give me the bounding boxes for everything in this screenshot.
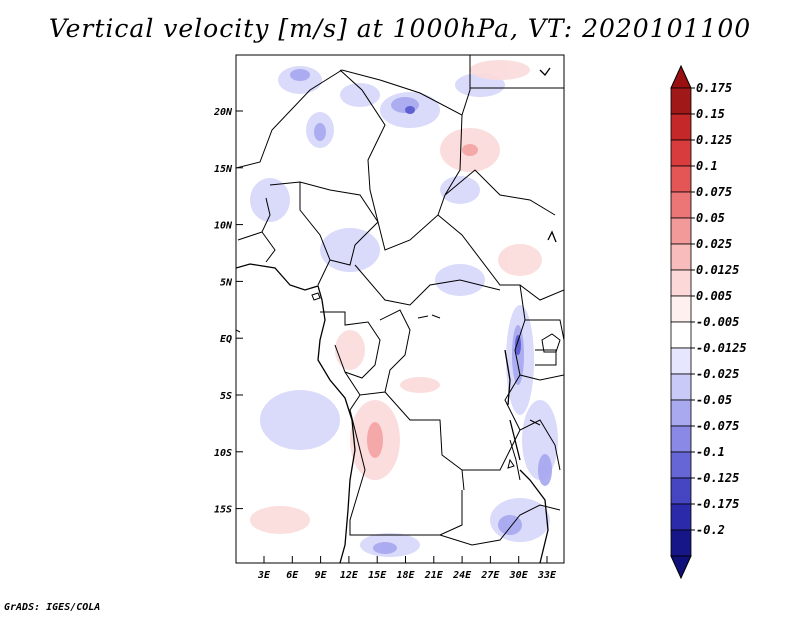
lat-tick-label: 15S [214,505,232,516]
colorbar-swatch [670,451,692,479]
colorbar-swatch [670,139,692,167]
lon-tick-label: 9E [315,570,328,581]
colorbar-label: 0.15 [696,107,725,121]
colorbar-swatch [670,503,692,531]
coastline [236,67,557,563]
colorbar-label: 0.005 [696,289,732,303]
colorbar-bottom-arrow [670,555,692,580]
colorbar-label: 0.025 [696,237,732,251]
colorbar-swatch [670,373,692,401]
colorbar-label: -0.025 [696,367,739,381]
colorbar-label: 0.05 [696,211,725,225]
colorbar-label: -0.075 [696,419,739,433]
latitude-axis: 20N 15N 10N 5N EQ 5S 10S 15S [213,107,243,516]
colorbar-label: 0.075 [696,185,732,199]
lon-tick-label: 21E [424,570,444,581]
grads-credit: GrADS: IGES/COLA [4,602,101,613]
colorbar-label: 0.0125 [696,263,739,277]
lon-tick-label: 33E [537,570,557,581]
colorbar-swatch [670,529,692,557]
velocity-field [236,55,564,563]
colorbar-swatch [670,113,692,141]
colorbar-swatch [670,477,692,505]
lon-tick-label: 15E [368,570,387,581]
colorbar-top-arrow [670,64,692,89]
lat-tick-label: 5N [220,277,233,288]
colorbar-swatch [670,399,692,427]
colorbar: 0.175 0.15 0.125 0.1 0.075 0.05 0.025 0.0125 0.0… [670,64,747,580]
lat-tick-label: EQ [220,334,232,345]
chart-title: Vertical velocity [m/s] at 1000hPa, VT: … [48,14,752,43]
map-frame [235,54,565,564]
colorbar-label: -0.005 [696,315,739,329]
colorbar-label: 0.175 [696,81,732,95]
lon-tick-label: 3E [257,570,271,581]
lon-tick-label: 24E [452,570,472,581]
colorbar-swatch [670,269,692,297]
lat-tick-label: 5S [220,391,232,402]
colorbar-label: 0.1 [696,159,718,173]
lon-tick-label: 27E [480,570,500,581]
colorbar-swatch [670,165,692,193]
lon-tick-label: 18E [396,570,415,581]
lakes [311,292,561,481]
colorbar-swatch [670,321,692,349]
colorbar-swatch [670,295,692,323]
colorbar-label: 0.125 [696,133,732,147]
colorbar-swatch [670,191,692,219]
longitude-axis: 3E 6E 9E 12E 15E 18E 21E 24E 27E 30E 33E [257,556,557,581]
lon-tick-label: 12E [340,570,359,581]
colorbar-label: -0.0125 [696,341,747,355]
colorbar-swatch [670,425,692,453]
colorbar-swatch [670,243,692,271]
colorbar-swatch [670,87,692,115]
colorbar-label: -0.05 [696,393,732,407]
lon-tick-label: 30E [509,570,529,581]
lat-tick-label: 15N [214,164,233,175]
colorbar-label: -0.175 [696,497,739,511]
lon-tick-label: 6E [286,570,299,581]
lat-tick-label: 10N [214,221,233,232]
lat-tick-label: 20N [213,107,233,118]
colorbar-swatch [670,217,692,245]
colorbar-label: -0.2 [696,523,725,537]
colorbar-swatch [670,347,692,375]
colorbar-label: -0.1 [696,445,725,459]
colorbar-label: -0.125 [696,471,739,485]
lat-tick-label: 10S [214,448,232,459]
